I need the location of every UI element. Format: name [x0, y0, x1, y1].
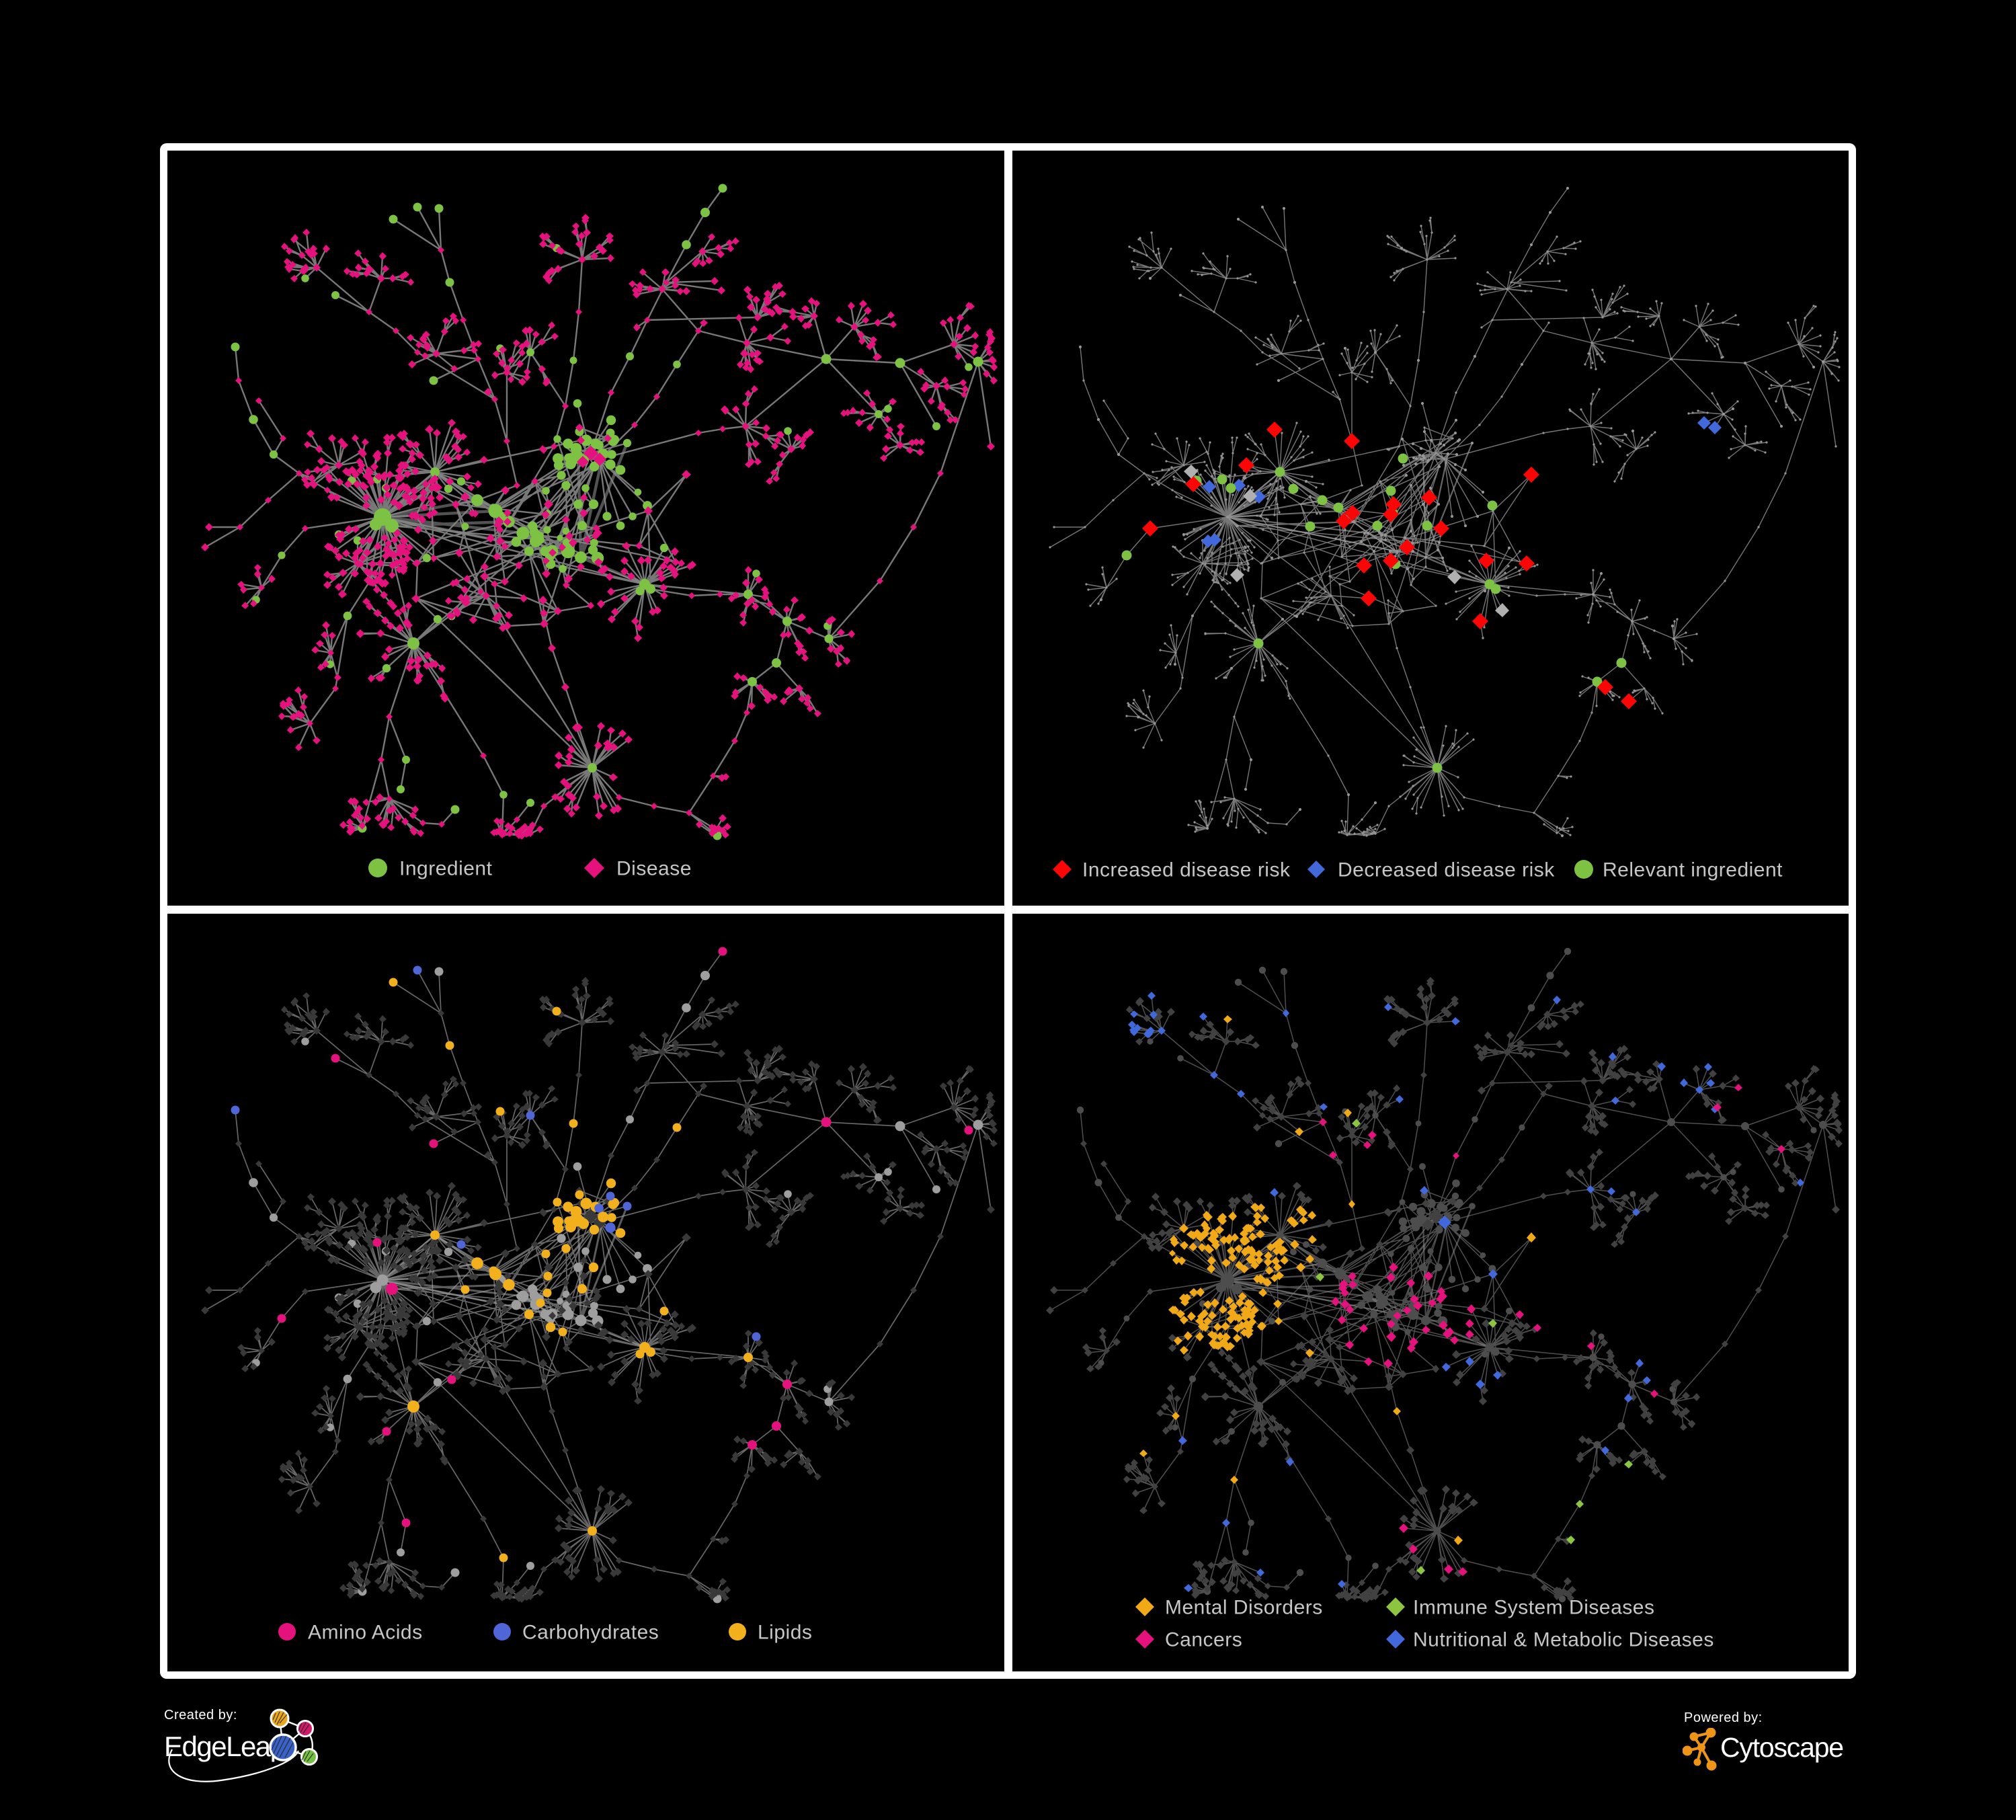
svg-text:Lipids: Lipids	[758, 1622, 812, 1644]
svg-text:Immune System Diseases: Immune System Diseases	[1413, 1597, 1654, 1619]
svg-text:Relevant ingredient: Relevant ingredient	[1603, 859, 1783, 881]
svg-text:Increased disease risk: Increased disease risk	[1082, 859, 1291, 881]
svg-text:Decreased disease risk: Decreased disease risk	[1338, 859, 1555, 881]
svg-text:Mental Disorders: Mental Disorders	[1165, 1597, 1323, 1619]
svg-text:Disease: Disease	[616, 858, 692, 880]
svg-text:Cancers: Cancers	[1165, 1629, 1242, 1651]
svg-text:Carbohydrates: Carbohydrates	[522, 1622, 659, 1644]
svg-text:Nutritional & Metabolic Diseas: Nutritional & Metabolic Diseases	[1413, 1629, 1714, 1651]
svg-text:Amino Acids: Amino Acids	[308, 1622, 423, 1644]
svg-text:Ingredient: Ingredient	[399, 858, 493, 880]
